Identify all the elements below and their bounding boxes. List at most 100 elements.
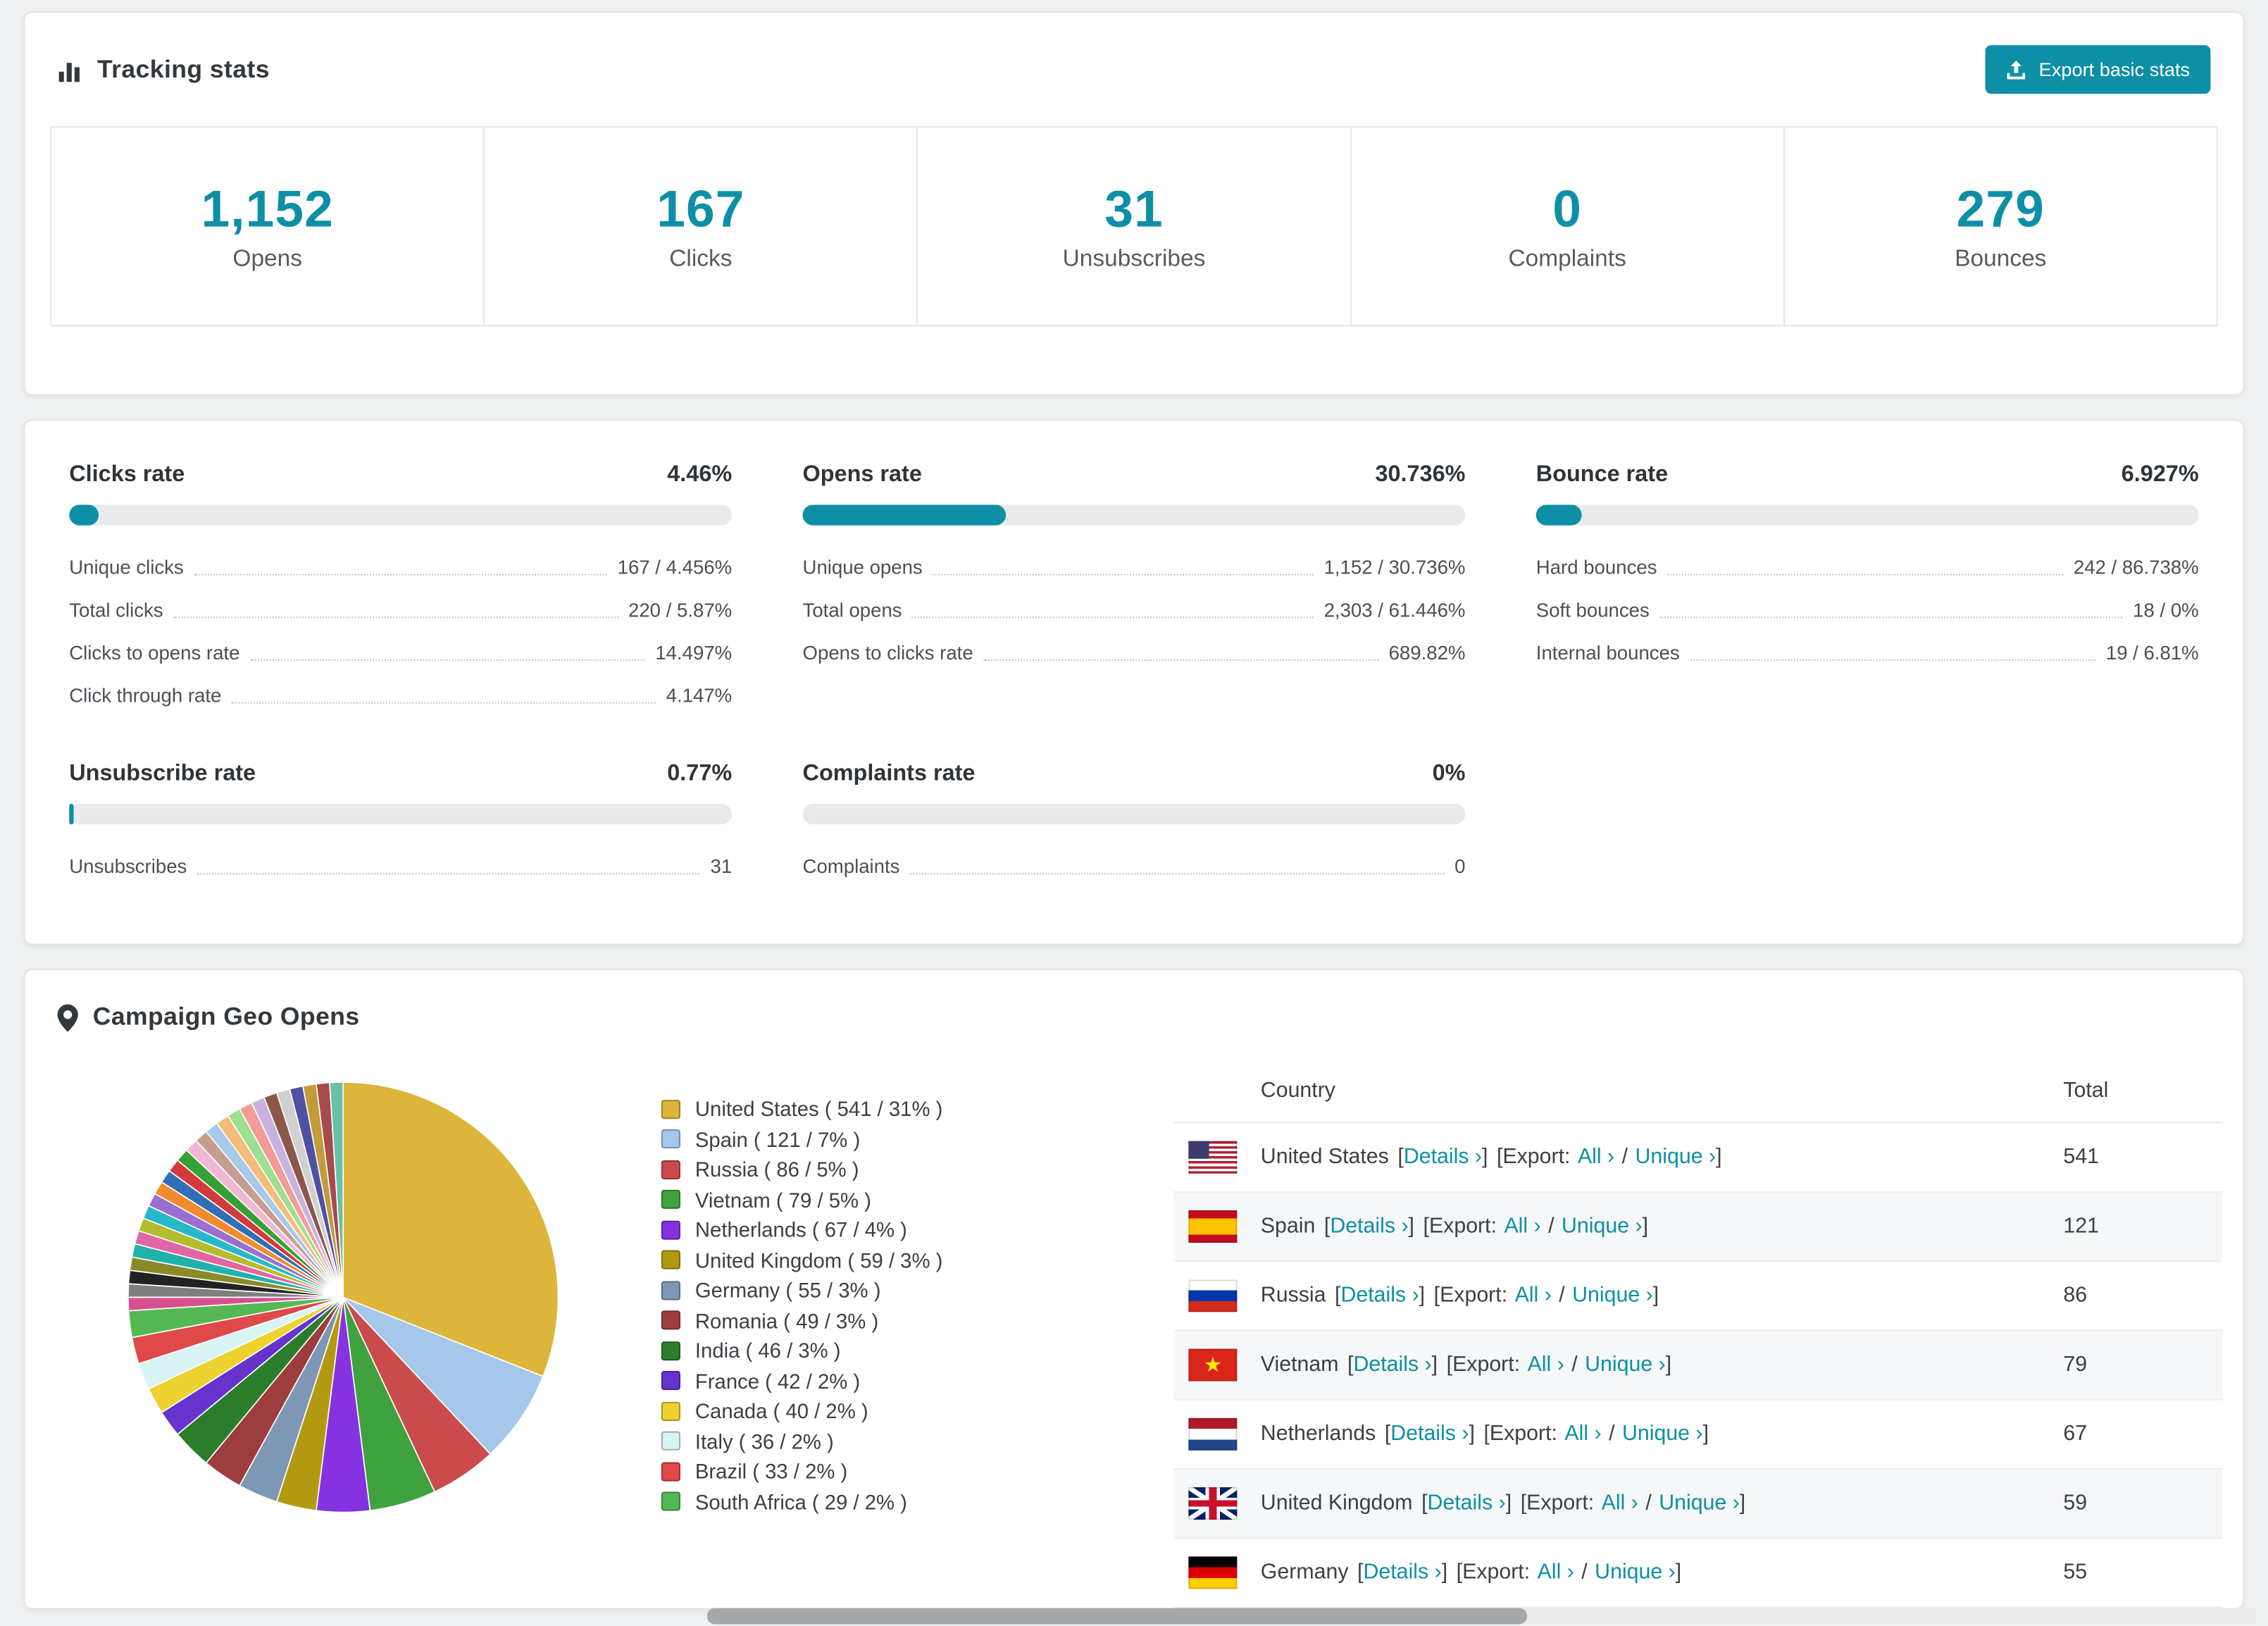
legend-item: United States ( 541 / 31% ): [661, 1094, 1174, 1124]
summary-stat-value: 279: [1956, 180, 2045, 237]
export-basic-stats-button[interactable]: Export basic stats: [1986, 45, 2211, 94]
rate-metric-row: Soft bounces 18 / 0%: [1536, 583, 2199, 626]
legend-item: India ( 46 / 3% ): [661, 1336, 1174, 1366]
legend-item: Romania ( 49 / 3% ): [661, 1305, 1174, 1336]
export-unique-link[interactable]: Unique ›: [1621, 1422, 1703, 1446]
dotted-leader: [173, 616, 618, 619]
details-link[interactable]: Details ›: [1427, 1491, 1506, 1515]
rates-card: Clicks rate 4.46% Unique clicks 167 / 4.…: [23, 419, 2245, 945]
flag-icon-gb: [1188, 1487, 1238, 1520]
rates-grid: Clicks rate 4.46% Unique clicks 167 / 4.…: [25, 421, 2243, 943]
export-unique-link[interactable]: Unique ›: [1635, 1145, 1716, 1169]
rate-metric-label: Total opens: [802, 599, 902, 621]
pie-slice-other: [329, 1081, 344, 1298]
legend-item: Canada ( 40 / 2% ): [661, 1396, 1174, 1426]
tracking-stats-title-text: Tracking stats: [96, 54, 270, 83]
details-link[interactable]: Details ›: [1340, 1284, 1419, 1308]
rate-progress-bar: [1535, 504, 2199, 526]
details-link[interactable]: Details ›: [1330, 1215, 1409, 1239]
bracket: ]: [1702, 1422, 1709, 1446]
table-row: Netherlands [Details ›] [Export: All › / Un…: [1173, 1400, 2223, 1470]
summary-stat-label: Bounces: [1955, 246, 2047, 272]
export-all-link[interactable]: All ›: [1527, 1353, 1564, 1377]
rate-metric-value: 2,303 / 61.446%: [1323, 599, 1466, 621]
export-all-link[interactable]: All ›: [1577, 1145, 1615, 1169]
export-unique-link[interactable]: Unique ›: [1585, 1353, 1666, 1377]
legend-swatch: [661, 1401, 680, 1421]
rate-rows: Unique opens 1,152 / 30.736% Total opens…: [803, 540, 1466, 669]
legend-swatch: [661, 1341, 680, 1360]
bracket: [: [1421, 1491, 1428, 1515]
legend-item: Germany ( 55 / 3% ): [661, 1275, 1174, 1305]
legend-item: South Africa ( 29 / 2% ): [661, 1487, 1174, 1517]
export-unique-link[interactable]: Unique ›: [1562, 1215, 1643, 1239]
slash: /: [1645, 1491, 1652, 1515]
export-unique-link[interactable]: Unique ›: [1595, 1560, 1676, 1585]
dotted-leader: [983, 659, 1378, 662]
geo-opens-card: Campaign Geo Opens United States ( 541 /…: [23, 969, 2245, 1610]
summary-stat-label: Opens: [232, 246, 302, 272]
export-all-link[interactable]: All ›: [1504, 1215, 1541, 1239]
export-prefix: [Export:: [1423, 1215, 1497, 1239]
summary-stat: 1,152 Opens: [50, 126, 485, 327]
details-link[interactable]: Details ›: [1353, 1353, 1432, 1377]
details-link[interactable]: Details ›: [1403, 1145, 1483, 1169]
rate-metric-row: Click through rate 4.147%: [69, 669, 732, 712]
rate-metric-row: Unsubscribes 31: [69, 839, 732, 882]
details-link[interactable]: Details ›: [1390, 1422, 1469, 1446]
legend-label: Russia ( 86 / 5% ): [694, 1157, 859, 1181]
legend-label: Vietnam ( 79 / 5% ): [694, 1187, 871, 1212]
legend-label: Canada ( 40 / 2% ): [694, 1398, 868, 1423]
legend-swatch: [661, 1099, 680, 1119]
export-prefix: [Export:: [1433, 1284, 1508, 1308]
summary-stat: 0 Complaints: [1350, 126, 1785, 327]
summary-stat-value: 0: [1552, 180, 1583, 237]
rate-metric-row: Hard bounces 242 / 86.738%: [1536, 540, 2199, 583]
export-all-link[interactable]: All ›: [1601, 1491, 1638, 1515]
bracket: ]: [1419, 1284, 1426, 1308]
rate-rows: Hard bounces 242 / 86.738% Soft bounces …: [1536, 540, 2199, 669]
rate-metric-row: Total clicks 220 / 5.87%: [69, 583, 732, 626]
export-all-link[interactable]: All ›: [1514, 1284, 1552, 1308]
legend-item: Netherlands ( 67 / 4% ): [661, 1215, 1174, 1245]
summary-stat-value: 1,152: [201, 180, 334, 237]
rate-metric-label: Total clicks: [69, 599, 163, 621]
legend-swatch: [661, 1432, 680, 1451]
summary-stat-label: Unsubscribes: [1062, 246, 1206, 272]
legend-swatch: [661, 1220, 680, 1240]
legend-label: South Africa ( 29 / 2% ): [694, 1489, 907, 1513]
legend-swatch: [661, 1129, 680, 1149]
geo-legend: United States ( 541 / 31% ) Spain ( 121 …: [661, 1094, 1174, 1517]
table-body: United States [Details ›] [Export: All › /…: [1173, 1123, 2223, 1608]
rate-progress-bar: [802, 803, 1466, 825]
bracket: [: [1384, 1422, 1391, 1446]
legend-label: Brazil ( 33 / 2% ): [694, 1459, 848, 1483]
export-unique-link[interactable]: Unique ›: [1659, 1491, 1740, 1515]
export-all-link[interactable]: All ›: [1537, 1560, 1574, 1585]
dotted-leader: [1690, 659, 2096, 662]
export-all-link[interactable]: All ›: [1564, 1422, 1602, 1446]
export-prefix: [Export:: [1456, 1560, 1531, 1585]
details-link[interactable]: Details ›: [1363, 1560, 1442, 1585]
bracket: [: [1357, 1560, 1364, 1585]
country-name: Netherlands: [1260, 1422, 1376, 1446]
slash: /: [1571, 1353, 1578, 1377]
summary-stat-value: 31: [1104, 180, 1164, 237]
horizontal-scrollbar-thumb[interactable]: [706, 1608, 1528, 1625]
legend-item: France ( 42 / 2% ): [661, 1366, 1174, 1396]
flag-icon-de: [1188, 1556, 1238, 1589]
table-row: United Kingdom [Details ›] [Export: All ›…: [1173, 1469, 2223, 1539]
summary-stat: 167 Clicks: [483, 126, 918, 327]
legend-item: Vietnam ( 79 / 5% ): [661, 1184, 1174, 1215]
total-column-header: Total: [2063, 1078, 2109, 1103]
bracket: [: [1323, 1215, 1331, 1239]
rate-title: Unsubscribe rate: [69, 761, 256, 786]
export-unique-link[interactable]: Unique ›: [1572, 1284, 1653, 1308]
rate-metric-value: 220 / 5.87%: [628, 599, 733, 621]
horizontal-scrollbar-track[interactable]: [706, 1608, 2257, 1625]
geo-opens-title-text: Campaign Geo Opens: [92, 1003, 360, 1031]
slash: /: [1609, 1422, 1615, 1446]
flag-icon-vn: [1188, 1348, 1238, 1382]
pie-slice-united-states: [342, 1081, 559, 1377]
bracket: ]: [1482, 1145, 1488, 1169]
